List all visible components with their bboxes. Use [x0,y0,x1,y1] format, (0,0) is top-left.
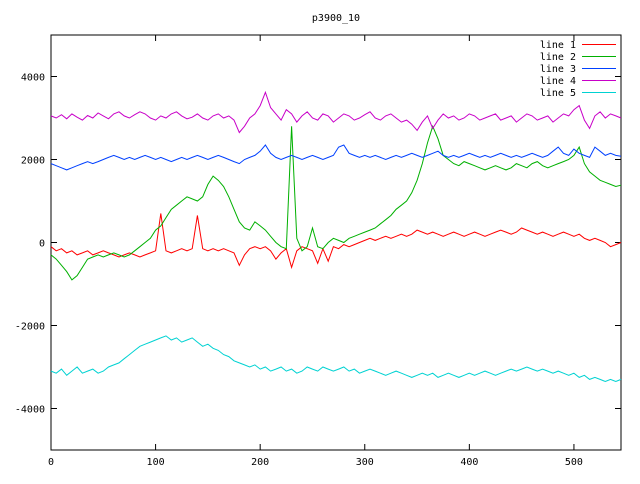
chart-title: p3900_10 [312,13,360,24]
series-1-line [50,213,622,270]
legend-label-1: line 1 [540,40,576,51]
x-tick-label: 400 [460,457,478,468]
series-2-line [50,124,622,281]
y-tick-label: 0 [39,239,45,250]
x-tick-label: 0 [48,457,54,468]
series-3-line [50,144,622,171]
x-tick-label: 300 [356,457,374,468]
y-tick-label: -2000 [15,322,45,333]
y-tick-label: 4000 [21,73,45,84]
legend-label-3: line 3 [540,64,576,75]
plot-border [50,34,622,451]
legend-label-4: line 4 [540,76,576,87]
series-4-line [50,90,622,134]
series-5-line [50,335,622,383]
x-tick-label: 100 [147,457,165,468]
y-tick-label: 2000 [21,156,45,167]
series-layer [50,90,622,383]
legend-label-2: line 2 [540,52,576,63]
x-tick-label: 500 [565,457,583,468]
x-tick-label: 200 [251,457,269,468]
y-tick-label: -4000 [15,405,45,416]
legend-label-5: line 5 [540,88,576,99]
